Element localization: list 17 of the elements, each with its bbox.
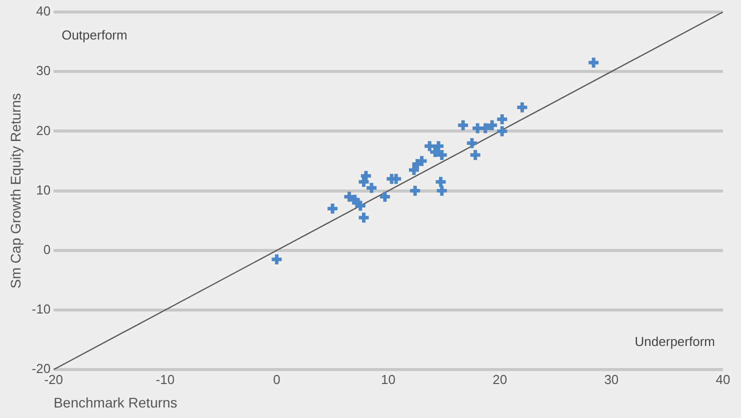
x-tick-label: 10	[381, 372, 396, 387]
x-tick-label: 20	[492, 372, 508, 387]
y-axis-title: Sm Cap Growth Equity Returns	[7, 93, 24, 288]
y-tick-label: 20	[36, 122, 51, 138]
y-tick-label: -20	[32, 361, 51, 376]
y-tick-label: 0	[43, 242, 51, 257]
x-tick-label: 0	[273, 372, 280, 387]
y-tick-label: 10	[36, 182, 51, 198]
x-tick-label: 40	[716, 372, 730, 387]
annotation: Underperform	[634, 334, 715, 350]
y-tick-label: 30	[36, 63, 51, 78]
x-tick-label: -10	[156, 372, 175, 387]
annotation: Outperform	[62, 28, 128, 43]
y-tick-label: -10	[32, 302, 51, 317]
x-axis-title: Benchmark Returns	[54, 394, 178, 410]
x-tick-label: 30	[604, 372, 619, 387]
y-tick-label: 40	[36, 4, 51, 19]
